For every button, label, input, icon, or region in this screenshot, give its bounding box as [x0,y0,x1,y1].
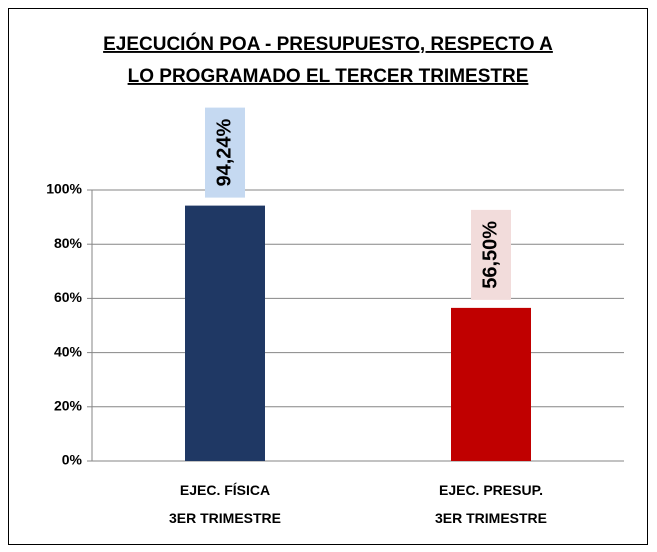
value-label: 94,24% [213,118,235,186]
value-label: 56,50% [479,221,501,289]
y-tick-label: 0% [62,452,83,468]
y-tick-label: 80% [54,235,83,251]
x-tick-label: EJEC. FÍSICA 3ER TRIMESTRE [169,482,281,526]
y-tick-label: 20% [54,398,83,414]
y-tick-label: 60% [54,289,83,305]
y-tick-label: 100% [46,181,82,197]
value-label-box [471,209,511,300]
y-tick-label: 40% [54,343,83,359]
x-tick-label: EJEC. PRESUP. 3ER TRIMESTRE [435,482,547,526]
bar [185,205,265,461]
chart-frame [8,8,648,545]
bar [451,307,531,461]
value-label-box [205,107,245,198]
